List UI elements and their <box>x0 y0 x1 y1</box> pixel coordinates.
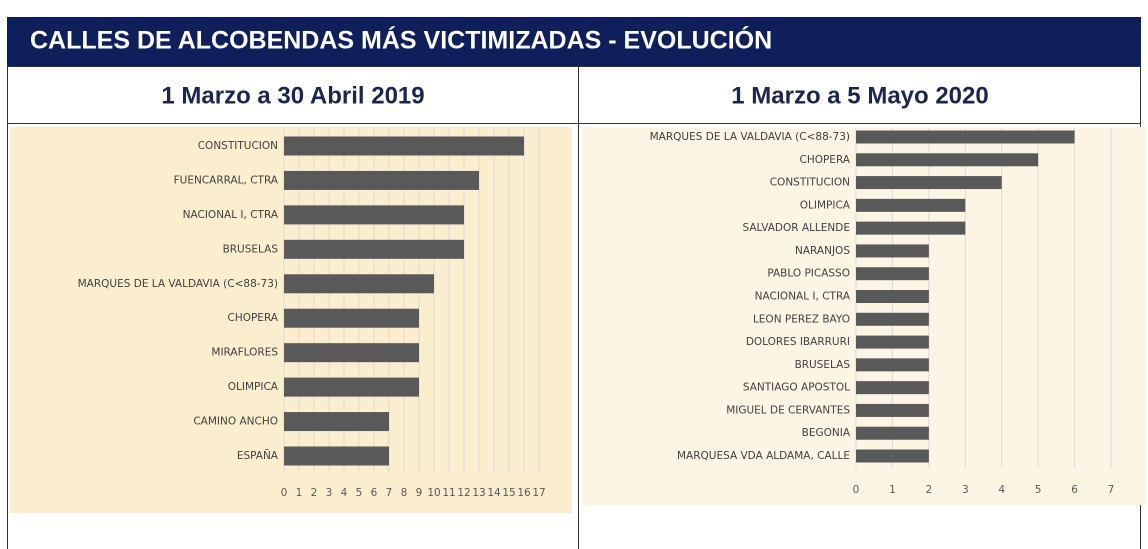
bar <box>856 198 966 212</box>
x-tick-label: 5 <box>1035 484 1042 496</box>
bar <box>856 426 929 440</box>
bar <box>284 377 419 397</box>
bar <box>856 267 929 281</box>
header-band <box>7 17 1141 66</box>
bar <box>284 170 479 190</box>
bar <box>856 312 929 326</box>
y-tick-label: SANTIAGO APOSTOL <box>743 382 850 394</box>
bar <box>284 239 464 259</box>
y-tick-label: DOLORES IBARRURI <box>746 336 850 348</box>
x-tick-label: 15 <box>502 487 515 499</box>
y-tick-label: LEON PEREZ BAYO <box>753 313 850 325</box>
chart-title: 1 Marzo a 5 Mayo 2020 <box>731 82 988 109</box>
y-tick-label: NACIONAL I, CTRA <box>755 291 851 303</box>
y-tick-label: MARQUES DE LA VALDAVIA (C<88-73) <box>78 278 278 290</box>
bar <box>284 274 434 294</box>
x-tick-label: 6 <box>1071 484 1078 496</box>
bar <box>856 381 929 395</box>
y-tick-label: OLIMPICA <box>800 199 851 211</box>
bar <box>856 449 929 463</box>
x-tick-label: 16 <box>517 487 531 499</box>
bar <box>856 176 1002 190</box>
header-title: CALLES DE ALCOBENDAS MÁS VICTIMIZADAS - … <box>30 25 772 55</box>
y-tick-label: CHOPERA <box>227 312 278 324</box>
x-tick-label: 17 <box>532 487 545 499</box>
x-tick-label: 0 <box>853 484 860 496</box>
x-tick-label: 4 <box>341 487 348 499</box>
x-tick-label: 8 <box>401 487 408 499</box>
bar <box>284 343 419 363</box>
x-tick-label: 7 <box>1108 484 1115 496</box>
x-tick-label: 2 <box>926 484 933 496</box>
y-tick-label: NACIONAL I, CTRA <box>183 209 279 221</box>
y-tick-label: NARANJOS <box>795 245 850 257</box>
y-tick-label: CONSTITUCION <box>198 140 278 152</box>
y-tick-label: CAMINO ANCHO <box>193 416 278 428</box>
x-tick-label: 4 <box>998 484 1005 496</box>
bar <box>284 308 419 328</box>
x-tick-label: 9 <box>416 487 423 499</box>
x-tick-label: 13 <box>472 487 485 499</box>
y-tick-label: MIGUEL DE CERVANTES <box>726 404 850 416</box>
x-tick-label: 1 <box>889 484 896 496</box>
y-tick-label: ESPAÑA <box>237 449 279 462</box>
bar <box>284 412 389 432</box>
y-tick-label: PABLO PICASSO <box>767 268 850 280</box>
x-tick-label: 12 <box>457 487 470 499</box>
y-tick-label: CHOPERA <box>799 154 850 166</box>
y-tick-label: MIRAFLORES <box>211 347 278 359</box>
y-tick-label: MARQUESA VDA ALDAMA, CALLE <box>677 450 850 462</box>
bar <box>856 221 966 235</box>
y-tick-label: BRUSELAS <box>223 243 279 255</box>
x-tick-label: 6 <box>371 487 378 499</box>
bar <box>284 446 389 466</box>
bar <box>856 130 1075 144</box>
bar <box>856 153 1039 167</box>
bar <box>856 244 929 258</box>
x-tick-label: 2 <box>311 487 318 499</box>
x-tick-label: 14 <box>487 487 501 499</box>
bar <box>284 205 464 225</box>
y-tick-label: BRUSELAS <box>795 359 851 371</box>
y-tick-label: SALVADOR ALLENDE <box>742 222 850 234</box>
x-tick-label: 0 <box>281 487 288 499</box>
x-tick-label: 3 <box>962 484 969 496</box>
x-tick-label: 1 <box>296 487 303 499</box>
y-tick-label: OLIMPICA <box>228 381 279 393</box>
chart-title: 1 Marzo a 30 Abril 2019 <box>161 82 424 109</box>
x-tick-label: 11 <box>442 487 455 499</box>
bar <box>856 403 929 417</box>
y-tick-label: MARQUES DE LA VALDAVIA (C<88-73) <box>650 131 850 143</box>
x-tick-label: 10 <box>427 487 440 499</box>
bar <box>856 335 929 349</box>
y-tick-label: CONSTITUCION <box>770 177 850 189</box>
bar <box>856 358 929 372</box>
y-tick-label: BEGONIA <box>802 427 851 439</box>
bar <box>284 136 524 156</box>
x-tick-label: 7 <box>386 487 393 499</box>
y-tick-label: FUENCARRAL, CTRA <box>174 174 279 186</box>
x-tick-label: 5 <box>356 487 363 499</box>
bar <box>856 290 929 303</box>
x-tick-label: 3 <box>326 487 333 499</box>
